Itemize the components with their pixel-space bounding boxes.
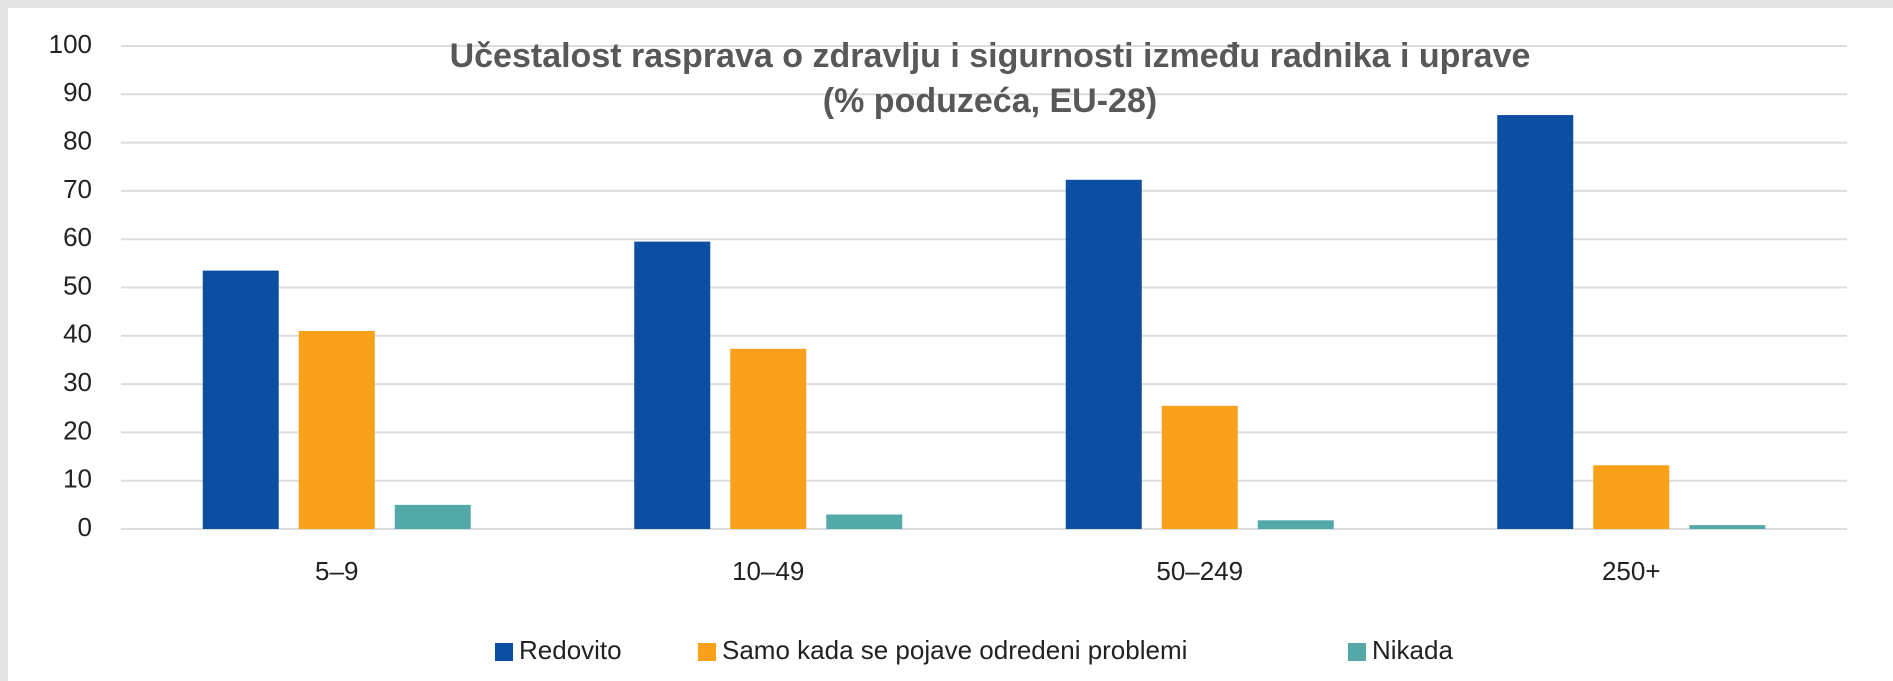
bar xyxy=(1257,520,1334,529)
bar xyxy=(202,270,279,529)
legend-swatch xyxy=(495,643,513,661)
bar xyxy=(394,504,471,529)
y-tick-label: 60 xyxy=(63,222,92,252)
x-tick-label: 5–9 xyxy=(315,556,358,586)
bar xyxy=(826,514,903,529)
x-tick-label: 10–49 xyxy=(732,556,804,586)
legend-swatch xyxy=(1348,643,1366,661)
y-tick-label: 10 xyxy=(63,464,92,494)
x-tick-label: 250+ xyxy=(1602,556,1661,586)
x-tick-label: 50–249 xyxy=(1156,556,1243,586)
bar xyxy=(1593,465,1670,529)
legend-swatch xyxy=(698,643,716,661)
y-tick-label: 30 xyxy=(63,367,92,397)
bar xyxy=(1065,179,1142,529)
legend-label: Samo kada se pojave odredeni problemi xyxy=(722,635,1187,665)
y-tick-label: 70 xyxy=(63,174,92,204)
y-tick-label: 20 xyxy=(63,415,92,445)
y-tick-label: 50 xyxy=(63,270,92,300)
legend-label: Redovito xyxy=(519,635,622,665)
y-tick-label: 90 xyxy=(63,77,92,107)
bar xyxy=(1689,525,1766,529)
left-edge xyxy=(0,0,8,681)
bar xyxy=(634,241,711,530)
bar xyxy=(298,330,375,529)
bar xyxy=(1161,405,1238,529)
y-tick-label: 40 xyxy=(63,319,92,349)
top-edge xyxy=(0,0,1893,8)
chart-subtitle: (% poduzeća, EU-28) xyxy=(823,82,1157,120)
bar xyxy=(730,348,807,529)
y-tick-label: 100 xyxy=(49,29,92,59)
y-tick-label: 0 xyxy=(78,512,92,542)
bar xyxy=(1497,115,1574,529)
y-tick-label: 80 xyxy=(63,125,92,155)
chart-title: Učestalost rasprava o zdravlju i sigurno… xyxy=(450,37,1531,75)
legend-label: Nikada xyxy=(1372,635,1453,665)
